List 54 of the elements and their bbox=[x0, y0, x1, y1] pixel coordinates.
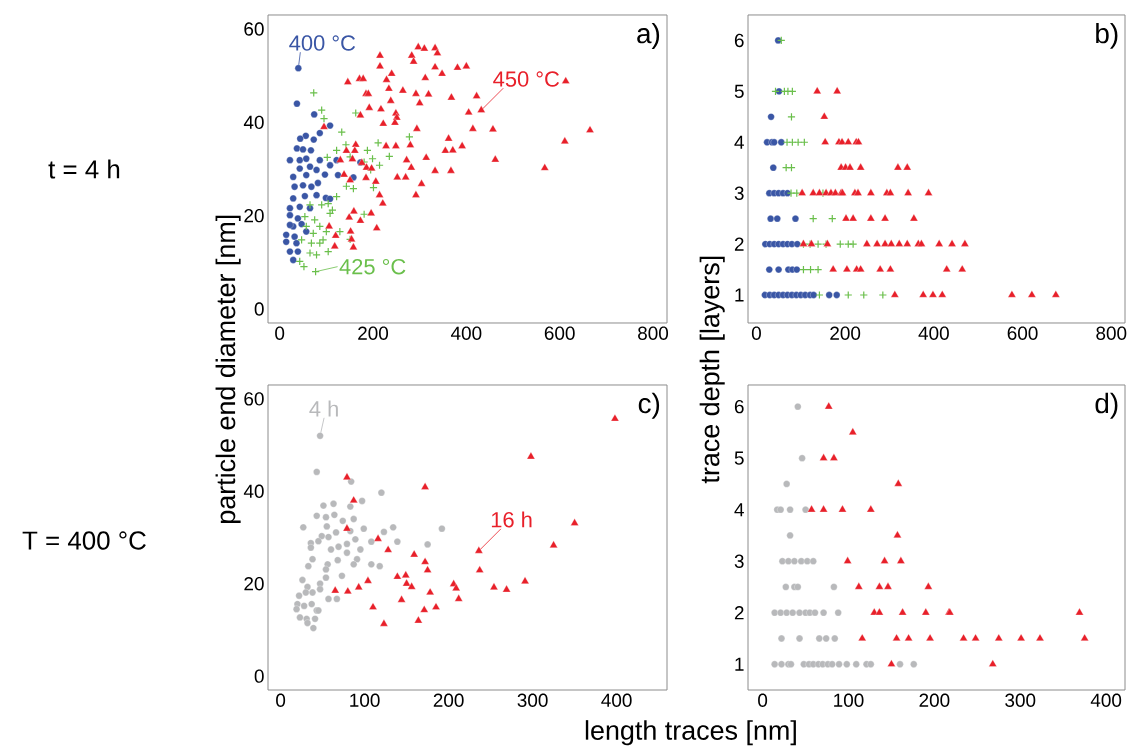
y-tick-label: 4 bbox=[734, 503, 744, 517]
y-tick-label: 60 bbox=[244, 392, 264, 406]
series-label: 450 °C bbox=[493, 71, 560, 87]
annotation: b) bbox=[1096, 22, 1118, 49]
y-axis-title: trace depth [layers] bbox=[699, 256, 725, 484]
x-tick-label: 600 bbox=[1007, 326, 1038, 340]
x-tick-label: 0 bbox=[751, 326, 761, 340]
y-tick-label: 1 bbox=[735, 288, 744, 302]
annotation: a) bbox=[637, 22, 660, 49]
x-tick-label: 400 bbox=[1090, 693, 1122, 707]
legend-label: 425 °C bbox=[339, 258, 406, 275]
x-tick-label: 400 bbox=[918, 326, 949, 340]
series-label: 400 °C bbox=[289, 35, 356, 51]
y-tick-label: 60 bbox=[244, 22, 264, 36]
x-tick-label: 400 bbox=[450, 326, 482, 340]
series-label: 4 h bbox=[309, 400, 338, 417]
y-tick-label: 6 bbox=[734, 33, 744, 48]
x-tick-label: 200 bbox=[830, 326, 861, 340]
y-tick-label: 20 bbox=[244, 577, 264, 591]
y-tick-label: 20 bbox=[244, 208, 264, 223]
y-tick-label: 0 bbox=[254, 669, 264, 683]
x-tick-label: 200 bbox=[358, 326, 389, 340]
series-label: 16 h bbox=[491, 511, 532, 528]
y-tick-label: 4 bbox=[734, 135, 744, 149]
x-axis-title: length traces [nm] bbox=[585, 720, 796, 746]
y-tick-label: 5 bbox=[734, 84, 744, 98]
x-tick-label: 200 bbox=[919, 693, 950, 707]
y-tick-label: 5 bbox=[734, 451, 744, 465]
x-tick-label: 800 bbox=[638, 326, 669, 340]
x-tick-label: 0 bbox=[276, 693, 286, 707]
y-tick-label: 2 bbox=[734, 606, 744, 620]
y-tick-label: 40 bbox=[243, 484, 264, 498]
y-tick-label: 6 bbox=[734, 399, 744, 414]
annotation: d) bbox=[1095, 392, 1118, 419]
x-tick-label: 100 bbox=[834, 693, 864, 707]
annotation: c) bbox=[638, 392, 660, 419]
y-tick-label: 1 bbox=[735, 657, 744, 671]
x-tick-label: 0 bbox=[275, 326, 285, 340]
y-tick-label: 3 bbox=[734, 554, 744, 568]
y-axis-title: particle end diameter [nm] bbox=[215, 215, 241, 523]
x-tick-label: 300 bbox=[1005, 693, 1036, 707]
y-tick-label: 2 bbox=[734, 237, 744, 251]
x-tick-label: 400 bbox=[601, 693, 632, 707]
x-tick-label: 300 bbox=[517, 693, 548, 707]
x-tick-label: 100 bbox=[350, 693, 380, 707]
y-tick-label: 40 bbox=[243, 115, 264, 130]
x-tick-label: 200 bbox=[433, 693, 464, 707]
y-tick-label: 3 bbox=[734, 186, 744, 200]
x-tick-label: 0 bbox=[758, 693, 768, 707]
x-tick-label: 800 bbox=[1096, 326, 1127, 340]
text: t = 4 h bbox=[48, 159, 120, 179]
text: T = 400 °C bbox=[22, 531, 146, 550]
x-tick-label: 600 bbox=[544, 326, 575, 340]
y-tick-label: 0 bbox=[254, 302, 264, 316]
